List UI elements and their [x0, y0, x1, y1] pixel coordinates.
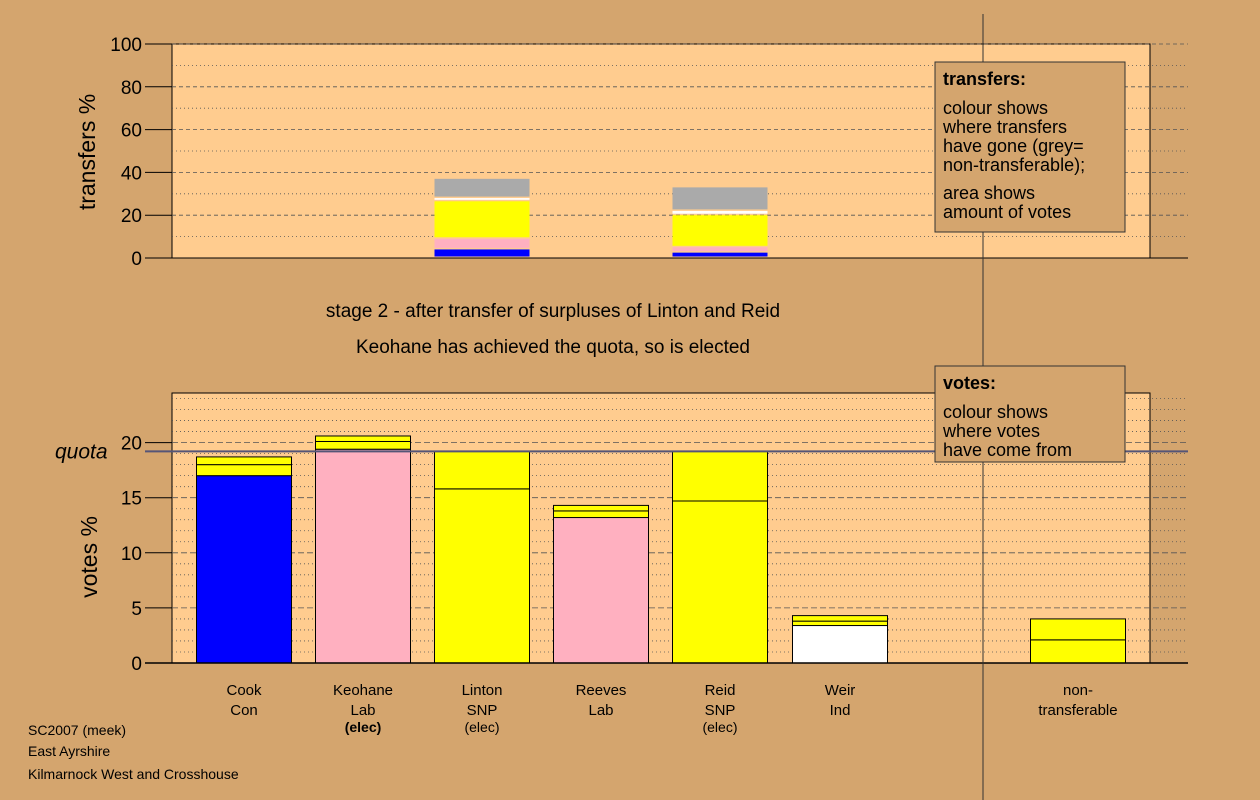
transfers-y-axis-title: transfers % — [74, 94, 100, 210]
footer-ward: Kilmarnock West and Crosshouse — [28, 766, 239, 782]
footer-source: SC2007 (meek) — [28, 722, 126, 738]
transfers-tick-label: 20 — [121, 206, 142, 227]
nontransferable-label: transferable — [1038, 702, 1117, 719]
vote-bar-segment — [196, 464, 292, 477]
candidate-party: SNP — [467, 702, 498, 719]
votes-box-line: have come from — [943, 440, 1072, 460]
votes-tick-label: 15 — [121, 489, 142, 510]
votes-box-line: where votes — [942, 421, 1040, 441]
votes-tick-label: 5 — [131, 599, 142, 620]
transfers-box-line: colour shows — [943, 98, 1048, 118]
votes-y-axis-title: votes % — [76, 516, 102, 598]
votes-tick-label: 10 — [121, 544, 142, 565]
candidate-name: Linton — [462, 682, 503, 699]
candidate-name: Cook — [226, 682, 262, 699]
candidate-status: (elec) — [345, 719, 382, 735]
quota-label: quota — [55, 440, 108, 463]
transfer-bar-segment — [434, 238, 530, 248]
vote-bar-segment — [315, 448, 411, 664]
transfer-bar-segment — [434, 178, 530, 197]
votes-box-title: votes: — [943, 373, 996, 393]
votes-tick-label: 0 — [131, 654, 142, 675]
footer-council: East Ayrshire — [28, 743, 110, 759]
transfer-bar-segment — [672, 187, 768, 210]
transfer-bar-segment — [672, 247, 768, 252]
transfers-y-ticks: 0 20 40 60 80 100 — [110, 35, 172, 270]
transfers-tick-label: 100 — [110, 35, 142, 56]
nontransferable-label: non- — [1063, 682, 1093, 699]
transfers-tick-label: 60 — [121, 121, 142, 142]
vote-bar-segment — [553, 504, 649, 512]
vote-bar-segment — [792, 625, 888, 664]
vote-bar-segment — [553, 517, 649, 664]
vote-bar-segment — [553, 510, 649, 519]
transfers-tick-label: 80 — [121, 78, 142, 99]
vote-bar-segment — [196, 475, 292, 664]
transfer-bar-segment — [672, 252, 768, 257]
votes-y-ticks: 0 5 10 15 20 — [121, 434, 172, 675]
votes-box-line: colour shows — [943, 402, 1048, 422]
candidate-party: SNP — [705, 702, 736, 719]
votes-info-box: votes: colour shows where votes have com… — [934, 365, 1126, 463]
transfers-box-line: area shows — [943, 183, 1035, 203]
candidate-name: Weir — [825, 682, 856, 699]
transfers-box-line: where transfers — [942, 117, 1067, 137]
stage-description: stage 2 - after transfer of surpluses of… — [326, 301, 780, 322]
candidate-name: Reeves — [576, 682, 627, 699]
candidate-party: Ind — [830, 702, 851, 719]
candidate-status: (elec) — [702, 719, 737, 735]
candidate-labels: CookConKeohaneLab(elec)LintonSNP(elec)Re… — [226, 682, 855, 735]
vote-bar-segment — [672, 500, 768, 664]
transfer-bar-segment — [672, 215, 768, 246]
vote-bar-segment — [1030, 639, 1126, 664]
transfers-box-title: transfers: — [943, 69, 1026, 89]
candidate-name: Reid — [705, 682, 736, 699]
vote-bar-segment — [792, 615, 888, 622]
votes-bars — [196, 435, 1126, 664]
vote-bar-segment — [315, 435, 411, 442]
vote-bar-segment — [196, 456, 292, 466]
candidate-party: Lab — [588, 702, 613, 719]
candidate-name: Keohane — [333, 682, 393, 699]
vote-bar-segment — [672, 450, 768, 502]
transfers-box-line: have gone (grey= — [943, 136, 1084, 156]
transfer-bar-segment — [434, 249, 530, 257]
transfers-box-line: non-transferable); — [943, 155, 1085, 175]
transfer-bar-segment — [434, 201, 530, 238]
votes-tick-label: 20 — [121, 434, 142, 455]
transfers-info-box: transfers: colour shows where transfers … — [934, 61, 1126, 233]
vote-bar-segment — [1030, 618, 1126, 641]
vote-bar-segment — [315, 440, 411, 450]
transfers-tick-label: 40 — [121, 163, 142, 184]
vote-bar-segment — [434, 488, 530, 664]
transfers-bars — [434, 178, 768, 257]
transfers-box-line: amount of votes — [943, 202, 1071, 222]
transfer-bar-segment — [672, 210, 768, 214]
vote-bar-segment — [792, 620, 888, 627]
vote-bar-segment — [434, 450, 530, 490]
candidate-party: Con — [230, 702, 258, 719]
elected-note: Keohane has achieved the quota, so is el… — [356, 337, 750, 358]
transfers-tick-label: 0 — [131, 249, 142, 270]
transfer-bar-segment — [434, 198, 530, 200]
candidate-party: Lab — [350, 702, 375, 719]
candidate-status: (elec) — [464, 719, 499, 735]
